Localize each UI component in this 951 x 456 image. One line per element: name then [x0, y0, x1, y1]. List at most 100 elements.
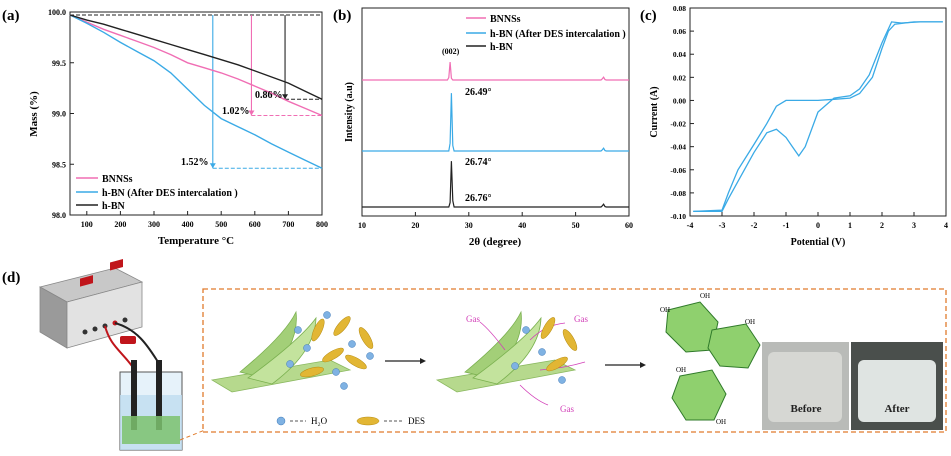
panel-c-ytick-label: 0.06	[673, 27, 686, 36]
intercalation-stage-2: Gas Gas Gas	[435, 310, 588, 414]
panel-a-xtick-label: 800	[316, 220, 328, 229]
panel-c-ytick-label: 0.08	[673, 4, 686, 13]
panel-b-series-line-2	[362, 161, 629, 208]
panel-a-guide-arrow	[209, 163, 216, 169]
peak-label-002: (002)	[442, 47, 460, 56]
panel-a-ytick-label: 98.0	[52, 211, 66, 220]
gas-label-3: Gas	[560, 404, 574, 414]
annotation-086: 0.86%	[255, 90, 283, 101]
panel-b-series-line-1	[362, 93, 629, 152]
panel-a-xlabel: Temperature °C	[158, 235, 234, 247]
panel-c-cv-branch-0	[693, 21, 943, 213]
panel-a-ytick-label: 100.0	[48, 8, 66, 17]
panel-b-xtick-label: 50	[572, 221, 580, 230]
panel-c-xtick-label: 3	[912, 221, 916, 230]
panel-b-xtick-label: 40	[518, 221, 526, 230]
panel-a-xtick-label: 100	[81, 220, 93, 229]
mechanism-box	[202, 288, 947, 433]
oh-label-5: OH	[716, 418, 726, 426]
beaker-illustration	[119, 360, 183, 451]
panel-b: (b) 10 20 30 40 50 60 Intensity (a.u) 2θ (deg…	[333, 7, 633, 248]
panel-a-x-ticks: 100 200 300 400 500 600 700 800	[81, 211, 328, 229]
oh-label-1: OH	[660, 306, 670, 314]
des-legend-icon	[356, 416, 380, 426]
des-legend-label: DES	[408, 416, 425, 426]
oh-label-2: OH	[700, 292, 710, 300]
panel-a-ytick-label: 99.0	[52, 110, 66, 119]
panel-c-cv-branch-1	[693, 21, 943, 213]
oh-label-3: OH	[745, 318, 755, 326]
panel-a-series-line-0	[69, 14, 323, 117]
panel-c-ytick-label: -0.10	[670, 212, 686, 221]
peak-hbn: 26.76°	[465, 193, 492, 204]
panel-a-letter: (a)	[2, 8, 20, 24]
annotation-102: 1.02%	[222, 106, 250, 117]
panel-c-x-ticks: -4 -3 -2 -1 0 1 2 3 4	[687, 212, 948, 230]
panel-a-legend: BNNSs h-BN (After DES intercalation ) h-…	[76, 174, 238, 212]
panel-b-series	[362, 62, 629, 208]
panel-a-series-line-2	[69, 14, 323, 100]
panel-a-guide-arrow	[282, 94, 289, 100]
panel-c-ytick-label: 0.04	[673, 50, 686, 59]
panel-a-series	[69, 14, 323, 169]
callout-line	[179, 429, 206, 441]
gas-label-1: Gas	[466, 314, 480, 324]
panel-a-xtick-label: 200	[114, 220, 126, 229]
panel-d: (d)	[2, 259, 947, 451]
panel-c-xlabel: Potential (V)	[791, 237, 846, 248]
panel-c-series	[693, 21, 943, 213]
panel-d-letter: (d)	[2, 270, 20, 286]
panel-a-xtick-label: 500	[215, 220, 227, 229]
h2o-legend-label: H₂O	[311, 416, 328, 426]
power-supply-illustration	[38, 259, 161, 367]
panel-a-ytick-label: 99.5	[52, 59, 66, 68]
panel-c-ytick-label: 0.02	[673, 73, 686, 82]
panel-a-xtick-label: 400	[182, 220, 194, 229]
panel-b-ylabel: Intensity (a.u)	[344, 82, 355, 142]
panel-a-guides	[70, 14, 322, 169]
panel-a: (a) 98.0 98.5 99.0 99.5 100.0 100 200 300 400 50…	[2, 8, 328, 247]
panel-b-series-line-0	[362, 62, 629, 81]
panel-c-xtick-label: -3	[719, 221, 726, 230]
panel-c-xtick-label: 4	[944, 221, 948, 230]
panel-b-xlabel: 2θ (degree)	[469, 236, 522, 248]
panel-a-guide-arrow	[248, 110, 255, 116]
peak-bnnss: 26.49°	[465, 87, 492, 98]
panel-a-ylabel: Mass (%)	[28, 91, 40, 137]
exfoliated-sheets: OH OH OH OH OH	[660, 292, 761, 426]
legend-b-hbn: h-BN	[490, 42, 514, 53]
panel-c-xtick-label: -2	[751, 221, 758, 230]
panel-a-ytick-label: 98.5	[52, 160, 66, 169]
panel-c-ytick-label: -0.08	[670, 189, 686, 198]
panel-a-y-ticks: 98.0 98.5 99.0 99.5 100.0	[48, 8, 74, 220]
panel-c: (c) -0.10 -0.08 -0.06 -0.04 -0.02 0.00 0.02 0.0…	[640, 4, 948, 248]
panel-c-y-ticks: -0.10 -0.08 -0.06 -0.04 -0.02 0.00 0.02 0.04 0.0…	[670, 4, 694, 221]
panel-c-ytick-label: -0.02	[670, 120, 686, 129]
panel-a-xtick-label: 700	[282, 220, 294, 229]
panel-b-frame	[361, 7, 630, 217]
panel-c-ylabel: Current (A)	[649, 86, 660, 137]
photo-after-label: After	[884, 403, 909, 415]
panel-b-x-ticks: 10 20 30 40 50 60	[358, 212, 633, 230]
panel-c-ytick-label: -0.04	[670, 143, 686, 152]
legend-b-des: h-BN (After DES intercalation )	[490, 29, 626, 40]
intercalation-stage-1	[210, 310, 374, 393]
h2o-legend-icon	[276, 416, 286, 426]
panel-c-xtick-label: -1	[783, 221, 790, 230]
legend-hbn: h-BN	[102, 201, 126, 212]
panel-c-xtick-label: 2	[880, 221, 884, 230]
panel-c-xtick-label: 0	[816, 221, 820, 230]
panel-a-xtick-label: 300	[148, 220, 160, 229]
panel-b-xtick-label: 10	[358, 221, 366, 230]
panel-b-letter: (b)	[333, 8, 351, 24]
peak-des: 26.74°	[465, 157, 492, 168]
panel-c-ytick-label: -0.06	[670, 166, 686, 175]
panel-c-xtick-label: -4	[687, 221, 694, 230]
legend-bnnss: BNNSs	[102, 174, 133, 185]
panel-b-xtick-label: 20	[411, 221, 419, 230]
panel-a-series-line-1	[69, 14, 323, 169]
panel-b-xtick-label: 60	[625, 221, 633, 230]
panel-c-xtick-label: 1	[848, 221, 852, 230]
photo-before-label: Before	[791, 403, 822, 415]
